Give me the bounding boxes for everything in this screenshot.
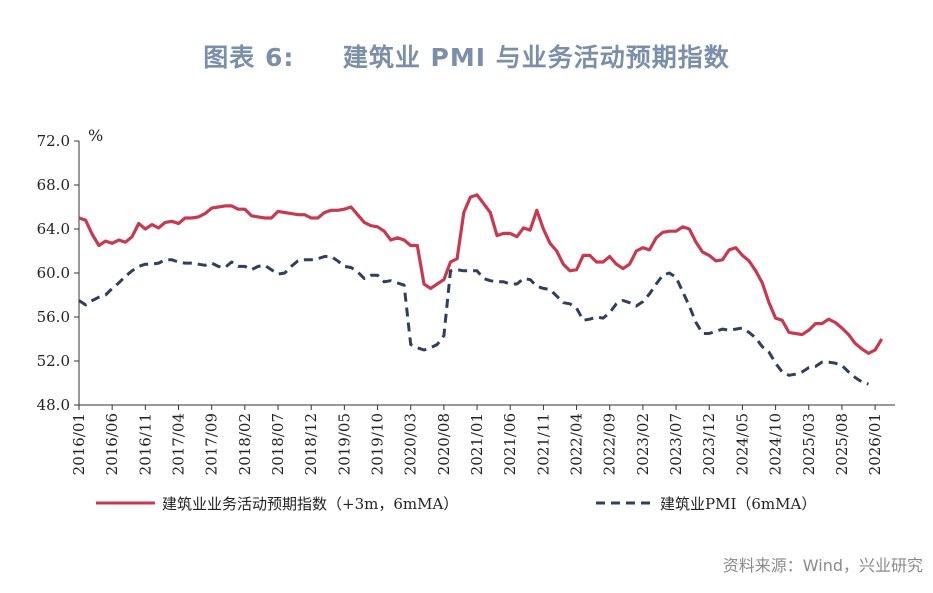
- x-tick-label: 2018/07: [269, 413, 287, 475]
- x-tick-label: 2024/10: [767, 413, 785, 475]
- series-line-expectations: [78, 193, 884, 355]
- x-tick-label: 2020/08: [435, 413, 453, 475]
- x-tick-label: 2016/01: [70, 413, 88, 475]
- y-unit-label: %: [88, 126, 103, 145]
- y-tick-label: 48.0: [37, 396, 70, 414]
- x-tick-label: 2023/12: [700, 413, 718, 475]
- x-tick-label: 2025/08: [833, 413, 851, 475]
- x-tick-label: 2025/03: [800, 413, 818, 475]
- x-tick-label: 2017/04: [170, 413, 188, 475]
- legend-label: 建筑业业务活动预期指数（+3m，6mMA）: [162, 495, 458, 513]
- series-layer: [78, 193, 884, 386]
- y-tick-label: 68.0: [37, 176, 70, 194]
- y-tick-label: 72.0: [37, 132, 70, 150]
- x-tick-label: 2018/12: [302, 413, 320, 475]
- chart-title: 图表 6: 建筑业 PMI 与业务活动预期指数: [203, 43, 730, 72]
- source-note: 资料来源：Wind，兴业研究: [722, 556, 923, 575]
- x-tick-label: 2020/03: [402, 413, 420, 475]
- x-tick-label: 2021/01: [468, 413, 486, 475]
- x-tick-label: 2019/10: [369, 413, 387, 475]
- x-tick-label: 2016/06: [103, 413, 121, 475]
- x-tick-label: 2021/11: [534, 413, 552, 475]
- x-tick-label: 2023/02: [634, 413, 652, 475]
- y-tick-label: 56.0: [37, 308, 70, 326]
- x-tick-label: 2017/09: [203, 413, 221, 475]
- x-tick-label: 2021/06: [501, 413, 519, 475]
- y-tick-label: 52.0: [37, 352, 70, 370]
- x-tick-label: 2022/04: [568, 413, 586, 475]
- y-axis: 72.0 68.0 64.0 60.0 56.0 52.0 48.0: [37, 132, 80, 414]
- x-tick-label: 2023/07: [667, 413, 685, 475]
- y-tick-label: 60.0: [37, 264, 70, 282]
- y-tick-label: 64.0: [37, 220, 70, 238]
- x-tick-label: 2019/05: [335, 413, 353, 475]
- x-tick-label: 2022/09: [601, 413, 619, 475]
- x-tick-label: 2016/11: [136, 413, 154, 475]
- legend: 建筑业业务活动预期指数（+3m，6mMA） 建筑业PMI（6mMA）: [96, 495, 816, 513]
- x-tick-label: 2024/05: [733, 413, 751, 475]
- series-line-pmi: [78, 255, 869, 386]
- x-axis: 2016/01 2016/06 2016/11 2017/04 2017/09 2018/…: [70, 404, 895, 475]
- legend-label: 建筑业PMI（6mMA）: [660, 495, 816, 513]
- x-tick-label: 2026/01: [866, 413, 884, 475]
- x-tick-label: 2018/02: [236, 413, 254, 475]
